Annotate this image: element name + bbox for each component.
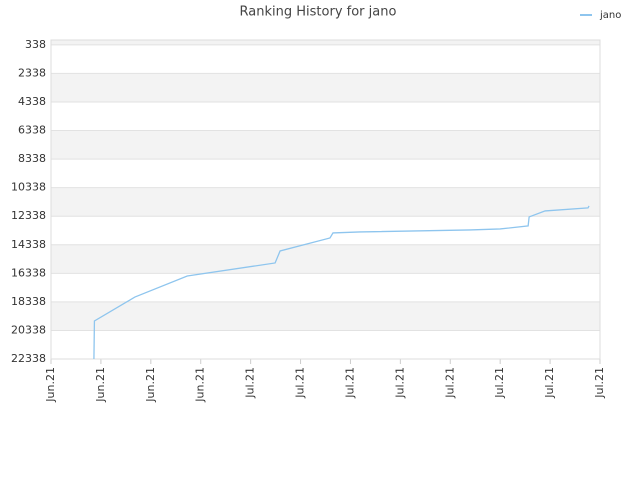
x-tick-label: Jul.21 [343, 367, 356, 399]
grid-band [51, 130, 600, 160]
plot-border [50, 39, 601, 360]
y-tick-label: 338 [25, 38, 46, 51]
x-tick-label: Jul.21 [543, 367, 556, 399]
grid-band [51, 187, 600, 217]
y-tick-label: 22338 [11, 352, 46, 365]
y-tick-label: 8338 [18, 152, 46, 165]
y-tick-label: 16338 [11, 266, 46, 279]
grid-band [51, 73, 600, 102]
y-tick-label: 12338 [11, 209, 46, 222]
chart-title: Ranking History for jano [240, 5, 397, 20]
grid-band [51, 40, 600, 45]
y-tick-label: 20338 [11, 323, 46, 336]
x-tick-label: Jun.21 [44, 367, 57, 403]
y-tick-label: 6338 [18, 124, 46, 137]
y-tick-label: 2338 [18, 66, 46, 79]
x-tick-label: Jul.21 [593, 367, 606, 399]
x-tick-label: Jul.21 [294, 367, 307, 399]
y-tick-label: 10338 [11, 181, 46, 194]
x-tick-label: Jun.21 [144, 367, 157, 403]
y-tick-label: 4338 [18, 95, 46, 108]
grid-band [51, 301, 600, 331]
y-tick-label: 14338 [11, 238, 46, 251]
legend-label: jano [599, 10, 621, 21]
y-tick-label: 18338 [11, 295, 46, 308]
x-tick-label: Jun.21 [194, 367, 207, 403]
x-tick-label: Jul.21 [443, 367, 456, 399]
x-tick-label: Jul.21 [244, 367, 257, 399]
grid-band [51, 244, 600, 274]
x-tick-label: Jul.21 [393, 367, 406, 399]
series-line [93, 205, 590, 360]
x-tick-label: Jul.21 [493, 367, 506, 399]
x-tick-label: Jun.21 [94, 367, 107, 403]
